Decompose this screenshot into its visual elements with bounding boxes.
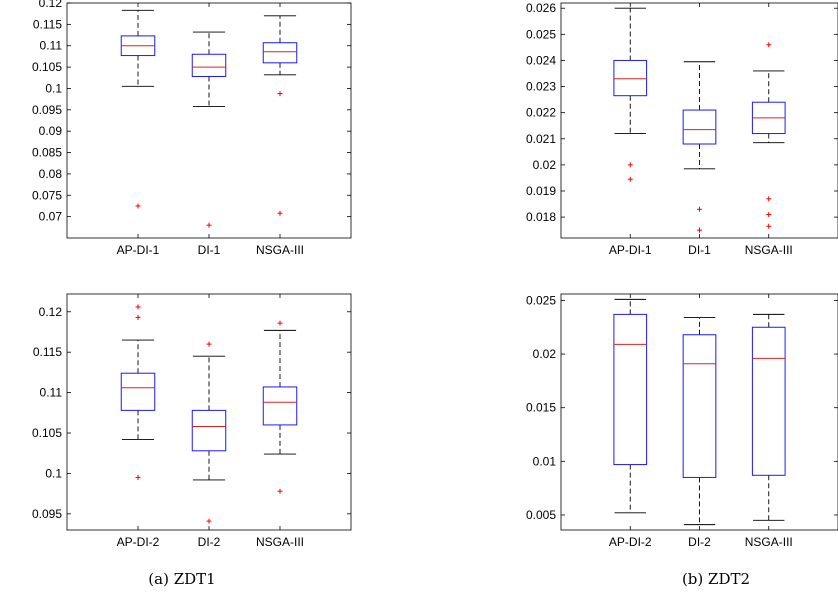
outlier-marker <box>766 212 772 217</box>
y-tick-label: 0.1 <box>45 466 62 480</box>
y-tick-label: 0.09 <box>39 124 63 138</box>
x-tick-label: AP-DI-2 <box>117 535 160 549</box>
y-tick-label: 0.12 <box>39 305 63 319</box>
y-tick-label: 0.021 <box>526 132 556 146</box>
zdt2-top-plot: 0.018 0.019 0.02 0.021 0.022 0.023 0.024 0.025 0… <box>526 1 838 257</box>
x-tick-label: AP-DI-1 <box>117 243 160 257</box>
y-tick-label: 0.023 <box>526 80 556 94</box>
caption-a: (a) ZDT1 <box>148 570 215 588</box>
y-tick-label: 0.08 <box>39 167 63 181</box>
y-tick-label: 0.02 <box>533 158 557 172</box>
box <box>613 313 648 466</box>
outlier-marker <box>697 227 702 233</box>
zdt1-top-plot: 0.07 0.075 0.08 0.085 0.09 0.095 0.1 0.105 0.11 0… <box>32 0 352 257</box>
y-tick-label: 0.115 <box>33 17 62 31</box>
box <box>682 109 717 145</box>
plot-frame <box>560 2 838 239</box>
outlier-marker <box>277 320 283 326</box>
y-tick-label: 0.075 <box>32 188 62 202</box>
box <box>262 42 298 64</box>
outlier-marker <box>277 91 283 97</box>
y-tick-label: 0.025 <box>526 293 556 307</box>
outlier-marker <box>277 488 283 494</box>
outlier-marker <box>135 314 141 320</box>
outlier-marker <box>206 222 212 228</box>
y-tick-label: 0.085 <box>32 146 62 160</box>
outlier-marker <box>277 210 283 216</box>
outlier-marker <box>766 196 772 202</box>
x-tick-label: DI-2 <box>198 535 221 549</box>
outlier-marker <box>627 176 633 182</box>
outlier-marker <box>766 223 772 229</box>
outlier-marker <box>135 203 141 209</box>
box <box>613 59 648 97</box>
y-tick-label: 0.01 <box>533 454 557 468</box>
y-tick-label: 0.11 <box>40 386 63 400</box>
y-tick-label: 0.095 <box>32 103 62 117</box>
box <box>751 326 786 476</box>
y-tick-label: 0.019 <box>526 184 556 198</box>
outlier-marker <box>697 206 702 212</box>
y-tick-label: 0.1 <box>45 81 62 95</box>
box <box>191 53 227 77</box>
plot-frame <box>66 293 352 531</box>
y-tick-label: 0.022 <box>526 106 556 120</box>
zdt2-bottom-plot: 0.005 0.01 0.015 0.02 0.025 AP-DI-2 DI-2 NSGA-I… <box>526 293 838 549</box>
outlier-marker <box>135 304 141 310</box>
x-tick-label: DI-1 <box>198 243 221 257</box>
y-tick-label: 0.024 <box>526 53 556 67</box>
y-tick-label: 0.015 <box>526 401 556 415</box>
x-tick-label: AP-DI-2 <box>609 535 652 549</box>
y-tick-label: 0.12 <box>39 0 63 10</box>
outlier-marker <box>627 162 633 168</box>
y-tick-label: 0.02 <box>533 347 557 361</box>
box <box>682 334 717 478</box>
y-tick-label: 0.018 <box>526 210 556 224</box>
x-tick-label: NSGA-III <box>256 243 304 257</box>
y-tick-label: 0.105 <box>32 60 62 74</box>
zdt1-bottom-plot: 0.095 0.1 0.105 0.11 0.115 0.12 AP-DI-2 DI-2 NSG… <box>32 293 352 549</box>
x-tick-label: NSGA-III <box>256 535 304 549</box>
y-tick-label: 0.095 <box>32 507 62 521</box>
y-tick-label: 0.005 <box>526 508 556 522</box>
caption-b: (b) ZDT2 <box>682 570 750 588</box>
y-tick-label: 0.11 <box>40 39 63 53</box>
x-tick-label: NSGA-III <box>745 535 793 549</box>
y-tick-label: 0.115 <box>33 345 62 359</box>
outlier-marker <box>135 474 141 480</box>
outlier-marker <box>766 42 772 48</box>
x-tick-label: AP-DI-1 <box>609 243 652 257</box>
outlier-marker <box>206 518 212 524</box>
box <box>191 409 227 452</box>
y-tick-label: 0.026 <box>526 1 556 15</box>
y-tick-label: 0.025 <box>526 27 556 41</box>
y-tick-label: 0.105 <box>32 426 62 440</box>
box <box>262 386 298 426</box>
x-tick-label: DI-2 <box>688 535 711 549</box>
box <box>120 372 156 411</box>
x-tick-label: NSGA-III <box>745 243 793 257</box>
outlier-marker <box>206 341 212 347</box>
x-tick-label: DI-1 <box>688 243 711 257</box>
y-tick-label: 0.07 <box>39 210 63 224</box>
